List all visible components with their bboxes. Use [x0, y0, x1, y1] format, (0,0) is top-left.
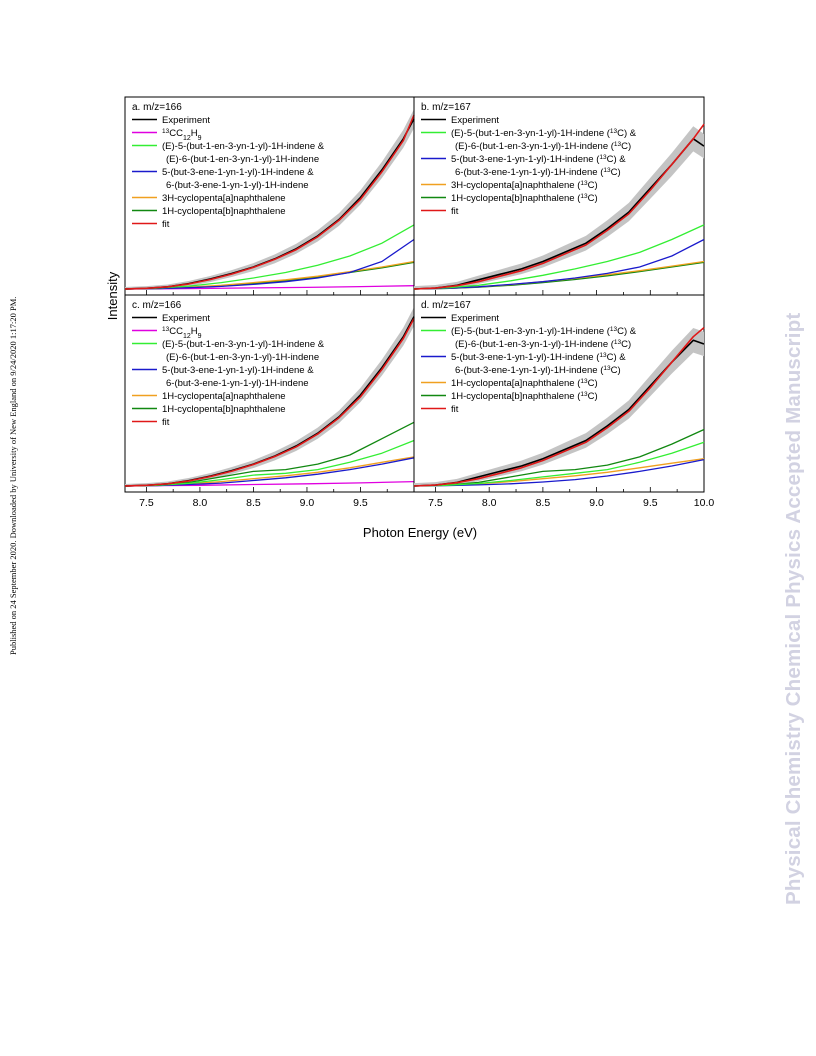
legend-label: fit: [162, 417, 170, 428]
panel-b: b. m/z=167 Experiment (E)-5-(but-1-en-3-yn…: [413, 96, 705, 296]
legend-label-continued: 6-(but-3-ene-1-yn-1-yl)-1H-indene (13C): [455, 365, 621, 377]
panel-title: a. m/z=166: [132, 102, 182, 113]
legend-label: 13CC12H9: [162, 128, 202, 142]
legend-label-continued: (E)-6-(but-1-en-3-yn-1-yl)-1H-indene (13…: [455, 339, 631, 351]
experiment-uncertainty-band: [125, 109, 414, 289]
x-tick-label: 8.5: [246, 497, 261, 509]
x-tick-label: 9.0: [589, 497, 604, 509]
legend-label: fit: [451, 404, 459, 415]
legend-label: 5-(but-3-ene-1-yn-1-yl)-1H-indene (13C) …: [451, 352, 626, 364]
legend-label: Experiment: [162, 115, 210, 126]
series-line-blue: [124, 457, 415, 487]
x-axis-label: Photon Energy (eV): [363, 525, 477, 540]
legend-label-continued: 6-(but-3-ene-1-yn-1-yl)-1H-indene: [166, 180, 309, 191]
y-axis-label: Intensity: [105, 271, 120, 320]
legend-label: (E)-5-(but-1-en-3-yn-1-yl)-1H-indene &: [162, 339, 325, 350]
series-line-green_light: [413, 441, 705, 487]
legend-label: Experiment: [162, 313, 210, 324]
x-tick-label: 7.5: [428, 497, 443, 509]
experiment-uncertainty-band: [125, 307, 414, 486]
legend-label: 3H-cyclopenta[a]naphthalene: [162, 193, 286, 204]
legend-label: 1H-cyclopenta[a]naphthalene: [162, 391, 286, 402]
legend-label: 3H-cyclopenta[a]naphthalene (13C): [451, 180, 598, 192]
legend-label: 5-(but-3-ene-1-yn-1-yl)-1H-indene &: [162, 365, 314, 376]
series-line-green_light: [124, 439, 415, 487]
x-tick-label: 8.0: [482, 497, 497, 509]
journal-watermark: Physical Chemistry Chemical Physics Acce…: [782, 150, 808, 910]
legend-label: (E)-5-(but-1-en-3-yn-1-yl)-1H-indene (13…: [451, 128, 637, 140]
legend-label: 5-(but-3-ene-1-yn-1-yl)-1H-indene (13C) …: [451, 154, 626, 166]
panel-title: d. m/z=167: [421, 300, 471, 311]
x-tick-label: 8.0: [193, 497, 208, 509]
legend-label: 1H-cyclopenta[b]naphthalene (13C): [451, 193, 598, 205]
x-tick-label: 9.5: [353, 497, 368, 509]
legend-label: 13CC12H9: [162, 326, 202, 340]
panel-d: 7.5 8.0 8.5 9.0 9.5 10.0 d. m/z=167 Experiment (…: [413, 294, 715, 509]
x-tick-label: 9.5: [643, 497, 658, 509]
series-line-green_light: [413, 224, 705, 290]
series-line-blue: [413, 238, 705, 290]
legend-label: 5-(but-3-ene-1-yn-1-yl)-1H-indene &: [162, 167, 314, 178]
legend-label: 1H-cyclopenta[b]naphthalene (13C): [451, 391, 598, 403]
legend-label: 1H-cyclopenta[a]naphthalene (13C): [451, 378, 598, 390]
legend-label: Experiment: [451, 115, 499, 126]
series-line-blue: [124, 238, 415, 290]
legend-label: Experiment: [451, 313, 499, 324]
legend-label-continued: (E)-6-(but-1-en-3-yn-1-yl)-1H-indene (13…: [455, 141, 631, 153]
x-tick-label: 9.0: [300, 497, 315, 509]
legend-label: (E)-5-(but-1-en-3-yn-1-yl)-1H-indene &: [162, 141, 325, 152]
panel-frame: [413, 294, 705, 493]
panel-title: b. m/z=167: [421, 102, 471, 113]
watermark-text: Physical Chemistry Chemical Physics Acce…: [782, 312, 805, 905]
panel-title: c. m/z=166: [132, 300, 182, 311]
x-tick-label: 7.5: [139, 497, 154, 509]
x-tick-label: 10.0: [694, 497, 715, 509]
panel-c: 7.5 8.0 8.5 9.0 9.5 c. m/z=166 Experiment 13CC1…: [124, 294, 415, 509]
series-line-blue: [413, 458, 705, 487]
legend-label: 1H-cyclopenta[b]naphthalene: [162, 404, 286, 415]
legend-label-continued: 6-(but-3-ene-1-yn-1-yl)-1H-indene (13C): [455, 167, 621, 179]
x-tick-label: 8.5: [536, 497, 551, 509]
legend-label: fit: [451, 206, 459, 217]
legend-label: 1H-cyclopenta[b]naphthalene: [162, 206, 286, 217]
series-line-green_light: [124, 224, 415, 290]
legend-label: fit: [162, 219, 170, 230]
panel-a: a. m/z=166 Experiment 13CC12H9(E)-5-(but-1…: [124, 96, 415, 296]
legend-label: (E)-5-(but-1-en-3-yn-1-yl)-1H-indene (13…: [451, 326, 637, 338]
legend-label-continued: 6-(but-3-ene-1-yn-1-yl)-1H-indene: [166, 378, 309, 389]
legend-label-continued: (E)-6-(but-1-en-3-yn-1-yl)-1H-indene: [166, 352, 319, 363]
legend-label-continued: (E)-6-(but-1-en-3-yn-1-yl)-1H-indene: [166, 154, 319, 165]
